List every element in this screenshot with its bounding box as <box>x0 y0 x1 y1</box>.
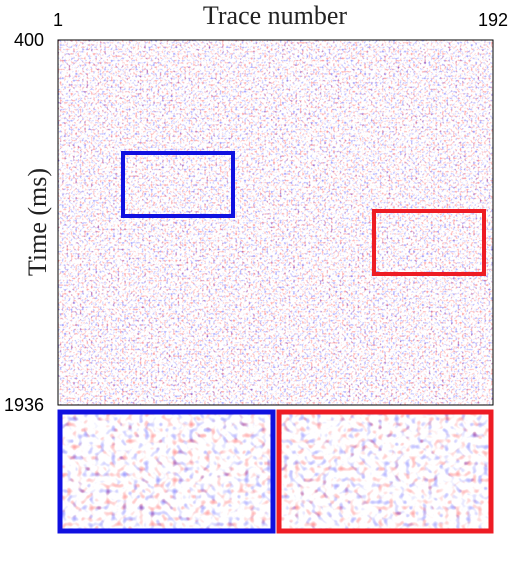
seismic-image <box>58 40 493 405</box>
x-tick-label: 1 <box>53 10 63 30</box>
plot-frame <box>57 39 494 406</box>
zoom-box-blue <box>121 151 235 218</box>
zoom-panel-red <box>279 412 491 531</box>
y-tick-label: 400 <box>14 30 44 50</box>
x-axis-label: Trace number <box>203 1 348 30</box>
zoom-box-red <box>372 209 486 276</box>
zoom-frame-red <box>276 409 494 534</box>
x-tick-label: 192 <box>478 10 508 30</box>
ticks: 1 192 400 1936 <box>4 10 508 415</box>
zoom-panel-blue <box>60 412 273 531</box>
y-axis-label: Time (ms) <box>23 168 52 276</box>
y-tick-label: 1936 <box>4 395 44 415</box>
zoom-frame-blue <box>57 409 276 534</box>
